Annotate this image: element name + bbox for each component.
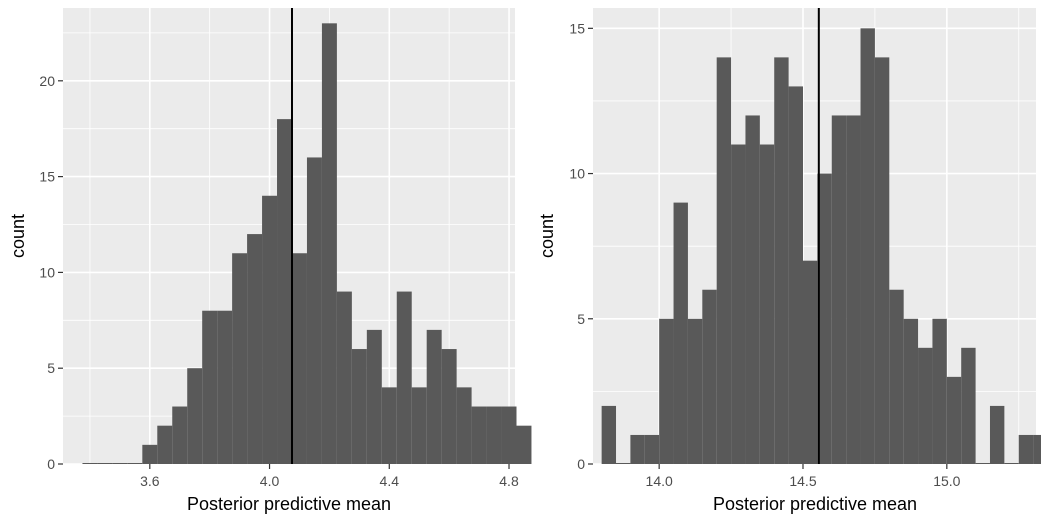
left-histogram-bar bbox=[502, 407, 517, 464]
right-histogram-bar bbox=[803, 261, 817, 464]
right-histogram-bar bbox=[774, 57, 788, 464]
right-histogram-bar bbox=[875, 57, 889, 464]
left-histogram-bar bbox=[307, 157, 322, 464]
left-histogram-bar bbox=[172, 407, 187, 464]
left-histogram-bar bbox=[397, 292, 412, 464]
right-histogram-bar bbox=[674, 203, 688, 464]
right-x-tick-label: 14.5 bbox=[789, 473, 816, 489]
right-histogram-bar bbox=[789, 86, 803, 464]
right-x-axis-ticks: 14.0 14.5 15.0 bbox=[646, 464, 961, 489]
left-histogram-bar bbox=[277, 119, 292, 464]
left-histogram-bar bbox=[127, 463, 142, 464]
left-x-axis-ticks: 3.6 4.0 4.4 4.8 bbox=[140, 464, 519, 489]
right-histogram-bar bbox=[688, 319, 702, 464]
right-histogram-bar bbox=[918, 348, 932, 464]
right-x-tick-label: 14.0 bbox=[646, 473, 673, 489]
right-histogram-bar bbox=[861, 28, 875, 464]
left-x-tick-label: 4.8 bbox=[499, 473, 519, 489]
left-y-tick-label: 10 bbox=[39, 264, 55, 280]
right-histogram-bar bbox=[947, 377, 961, 464]
right-y-tick-label: 10 bbox=[569, 166, 585, 182]
left-y-tick-label: 20 bbox=[39, 73, 55, 89]
left-histogram-bar bbox=[142, 445, 157, 464]
right-histogram-bar bbox=[976, 463, 990, 464]
left-y-tick-label: 15 bbox=[39, 169, 55, 185]
left-histogram-bar bbox=[412, 387, 427, 464]
right-histogram-bar bbox=[731, 145, 745, 464]
right-histogram-bar bbox=[904, 319, 918, 464]
right-histogram-bar bbox=[1033, 435, 1041, 464]
left-x-tick-label: 4.4 bbox=[380, 473, 400, 489]
left-histogram-bar bbox=[367, 330, 382, 464]
left-histogram-bar bbox=[232, 253, 247, 464]
left-histogram-bar bbox=[217, 311, 232, 464]
left-y-tick-label: 5 bbox=[47, 360, 55, 376]
left-histogram-bar bbox=[322, 23, 337, 464]
left-histogram-bar bbox=[97, 463, 112, 464]
right-histogram-bar bbox=[616, 463, 630, 464]
right-y-tick-label: 0 bbox=[577, 456, 585, 472]
right-x-tick-label: 15.0 bbox=[933, 473, 960, 489]
right-histogram-bar bbox=[630, 435, 644, 464]
right-histogram-bar bbox=[702, 290, 716, 464]
right-histogram-bar bbox=[832, 115, 846, 464]
right-histogram-panel: 0 5 10 15 14.0 14.5 15.0 Posterior predictive… bbox=[537, 8, 1041, 514]
right-histogram-bar bbox=[760, 145, 774, 464]
left-x-tick-label: 3.6 bbox=[140, 473, 160, 489]
right-histogram-bar bbox=[889, 290, 903, 464]
left-histogram-bar bbox=[187, 368, 202, 464]
left-histogram-bar bbox=[247, 234, 262, 464]
left-histogram-bar bbox=[442, 349, 457, 464]
left-histogram-bar bbox=[487, 407, 502, 464]
left-x-tick-label: 4.0 bbox=[260, 473, 280, 489]
left-histogram-bar bbox=[382, 387, 397, 464]
right-histogram-bar bbox=[846, 115, 860, 464]
right-y-axis-ticks: 0 5 10 15 bbox=[569, 20, 593, 472]
right-y-tick-label: 15 bbox=[569, 20, 585, 36]
right-y-tick-label: 5 bbox=[577, 311, 585, 327]
right-histogram-bar bbox=[1004, 463, 1018, 464]
right-x-axis-title: Posterior predictive mean bbox=[713, 494, 917, 514]
right-histogram-bar bbox=[1019, 435, 1033, 464]
left-histogram-bar bbox=[427, 330, 442, 464]
left-histogram-bar bbox=[457, 387, 472, 464]
left-y-axis-title: count bbox=[8, 214, 28, 258]
left-histogram-bar bbox=[292, 253, 307, 464]
left-histogram-panel: 0 5 10 15 20 3.6 4.0 4.4 4.8 Posterior predicti… bbox=[8, 8, 531, 514]
left-histogram-bar bbox=[337, 292, 352, 464]
right-histogram-bar bbox=[602, 406, 616, 464]
right-histogram-bar bbox=[745, 115, 759, 464]
left-x-axis-title: Posterior predictive mean bbox=[187, 494, 391, 514]
right-histogram-bar bbox=[932, 319, 946, 464]
left-y-tick-label: 0 bbox=[47, 456, 55, 472]
right-histogram-bar bbox=[961, 348, 975, 464]
left-histogram-bar bbox=[472, 407, 487, 464]
left-histogram-bar bbox=[202, 311, 217, 464]
left-histogram-bar bbox=[516, 426, 531, 464]
right-y-axis-title: count bbox=[537, 214, 557, 258]
left-histogram-bar bbox=[352, 349, 367, 464]
right-histogram-bar bbox=[990, 406, 1004, 464]
left-histogram-bar bbox=[262, 196, 277, 464]
left-histogram-bar bbox=[82, 463, 97, 464]
right-histogram-bar bbox=[645, 435, 659, 464]
left-histogram-bar bbox=[157, 426, 172, 464]
left-y-axis-ticks: 0 5 10 15 20 bbox=[39, 73, 63, 472]
right-histogram-bar bbox=[659, 319, 673, 464]
right-histogram-bar bbox=[717, 57, 731, 464]
left-histogram-bar bbox=[112, 463, 127, 464]
